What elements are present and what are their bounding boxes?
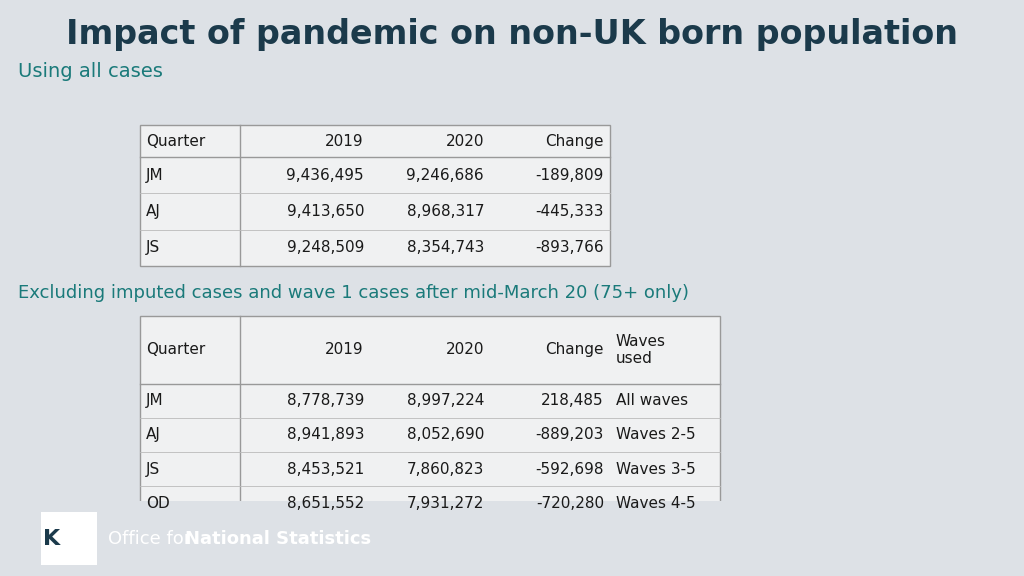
Bar: [140, 316, 720, 520]
Text: 8,354,743: 8,354,743: [407, 240, 484, 255]
Text: Change: Change: [546, 134, 604, 149]
Text: JM: JM: [146, 393, 164, 408]
Text: 8,941,893: 8,941,893: [287, 427, 364, 442]
Text: -592,698: -592,698: [536, 461, 604, 476]
Text: Waves
used: Waves used: [616, 334, 666, 366]
Bar: [41, 513, 97, 564]
Text: 8,968,317: 8,968,317: [407, 204, 484, 219]
Text: Impact of pandemic on non-UK born population: Impact of pandemic on non-UK born popula…: [66, 18, 958, 51]
Text: 9,436,495: 9,436,495: [287, 168, 364, 183]
Text: AJ: AJ: [146, 204, 161, 219]
Bar: [140, 126, 610, 266]
Text: 2019: 2019: [326, 134, 364, 149]
Text: National Statistics: National Statistics: [185, 529, 372, 548]
Text: 218,485: 218,485: [542, 393, 604, 408]
Text: JS: JS: [146, 240, 160, 255]
Text: 2020: 2020: [445, 342, 484, 357]
Text: All waves: All waves: [616, 393, 688, 408]
Text: Waves 2-5: Waves 2-5: [616, 427, 695, 442]
Text: 7,860,823: 7,860,823: [407, 461, 484, 476]
Text: -889,203: -889,203: [536, 427, 604, 442]
Text: Quarter: Quarter: [146, 342, 205, 357]
Text: 8,453,521: 8,453,521: [287, 461, 364, 476]
Text: 8,778,739: 8,778,739: [287, 393, 364, 408]
Text: Excluding imputed cases and wave 1 cases after mid-March 20 (75+ only): Excluding imputed cases and wave 1 cases…: [18, 283, 689, 302]
Text: 7,931,272: 7,931,272: [407, 495, 484, 511]
Text: -720,280: -720,280: [536, 495, 604, 511]
Text: K: K: [43, 529, 60, 548]
Text: Waves 3-5: Waves 3-5: [616, 461, 695, 476]
Text: Waves 4-5: Waves 4-5: [616, 495, 695, 511]
Text: JS: JS: [146, 461, 160, 476]
Text: 8,997,224: 8,997,224: [407, 393, 484, 408]
Text: JM: JM: [146, 168, 164, 183]
Text: 9,246,686: 9,246,686: [407, 168, 484, 183]
Text: -445,333: -445,333: [536, 204, 604, 219]
Text: -893,766: -893,766: [536, 240, 604, 255]
Text: 8,052,690: 8,052,690: [407, 427, 484, 442]
Text: -189,809: -189,809: [536, 168, 604, 183]
Text: OD: OD: [146, 495, 170, 511]
Text: Using all cases: Using all cases: [18, 62, 163, 81]
Text: 9,248,509: 9,248,509: [287, 240, 364, 255]
Text: Change: Change: [546, 342, 604, 357]
Text: 8,651,552: 8,651,552: [287, 495, 364, 511]
Text: 2019: 2019: [326, 342, 364, 357]
Text: 2020: 2020: [445, 134, 484, 149]
Text: 9,413,650: 9,413,650: [287, 204, 364, 219]
Text: Quarter: Quarter: [146, 134, 205, 149]
Text: AJ: AJ: [146, 427, 161, 442]
Text: Office for: Office for: [108, 529, 197, 548]
